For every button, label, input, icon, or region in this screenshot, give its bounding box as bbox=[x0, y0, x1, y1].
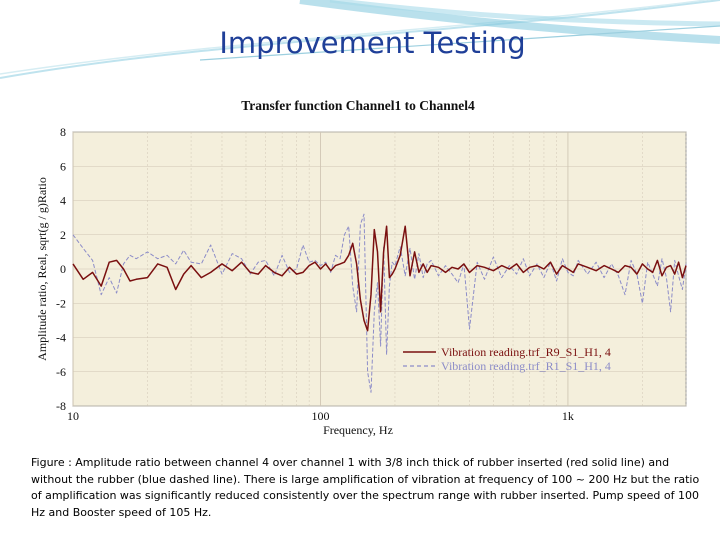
y-tick-label: -2 bbox=[56, 296, 66, 310]
tick-labels: -8 -6 -4 -2 0 2 4 6 8 10 100 1k bbox=[56, 125, 574, 423]
x-tick-label: 100 bbox=[311, 409, 329, 423]
slide-title: Improvement Testing bbox=[219, 26, 526, 60]
legend-label-with-rubber: Vibration reading.trf_R9_S1_H1, 4 bbox=[441, 345, 611, 359]
figure-caption: Figure : Amplitude ratio between channel… bbox=[31, 456, 700, 519]
chart-title: Transfer function Channel1 to Channel4 bbox=[241, 98, 475, 113]
y-tick-label: -6 bbox=[56, 365, 66, 379]
legend-label-without-rubber: Vibration reading.trf_R1_S1_H1, 4 bbox=[441, 359, 611, 373]
x-tick-label: 1k bbox=[562, 409, 574, 423]
series-line-without-rubber bbox=[72, 213, 687, 393]
y-tick-label: -8 bbox=[56, 399, 66, 413]
transfer-function-chart: Transfer function Channel1 to Channel4 -… bbox=[35, 98, 687, 437]
y-tick-label: 8 bbox=[60, 125, 66, 139]
y-tick-label: 2 bbox=[60, 228, 66, 242]
y-axis-label: Amplitude ratio, Real, sqrt(g / g)Ratio bbox=[35, 177, 49, 361]
grid bbox=[72, 131, 687, 407]
y-tick-label: 0 bbox=[60, 262, 66, 276]
y-tick-label: 6 bbox=[60, 159, 66, 173]
series-layer bbox=[72, 213, 687, 393]
chart-legend: Vibration reading.trf_R9_S1_H1, 4 Vibrat… bbox=[403, 345, 611, 373]
series-line-with-rubber bbox=[72, 225, 687, 332]
x-tick-label: 10 bbox=[67, 409, 79, 423]
chart-panel: Transfer function Channel1 to Channel4 -… bbox=[18, 88, 699, 443]
x-axis-label: Frequency, Hz bbox=[323, 423, 393, 437]
header-swoosh-decoration bbox=[0, 0, 720, 79]
y-tick-label: -4 bbox=[56, 331, 66, 345]
y-tick-label: 4 bbox=[60, 194, 66, 208]
